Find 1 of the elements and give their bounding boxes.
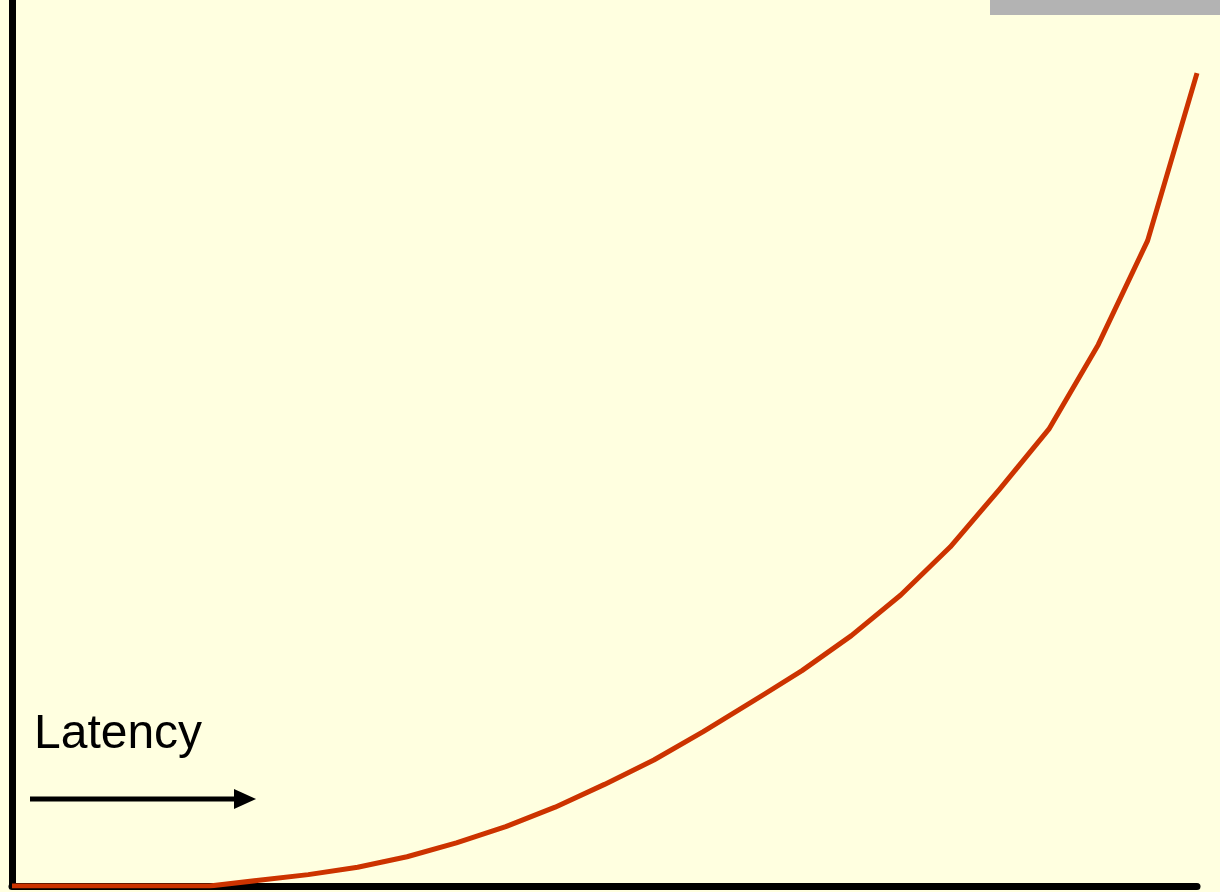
x-axis-title: Latency bbox=[34, 704, 203, 759]
